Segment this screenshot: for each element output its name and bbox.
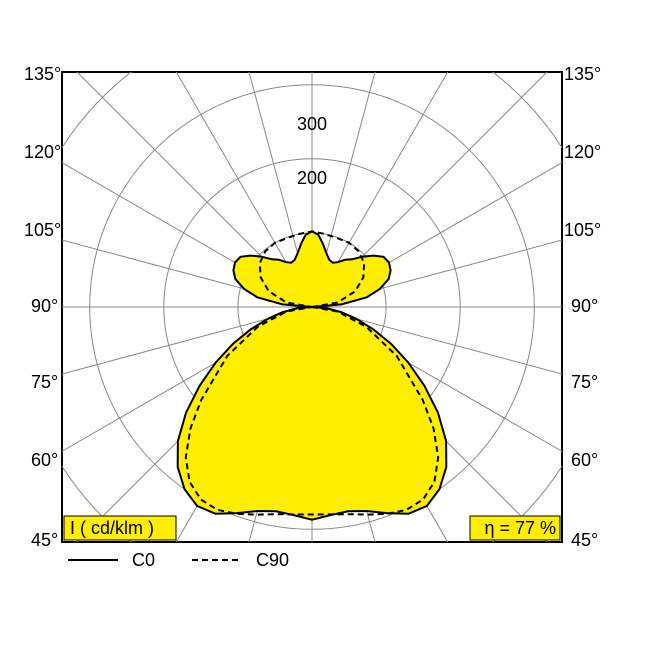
svg-text:90°: 90° [571,296,598,316]
svg-text:60°: 60° [571,450,598,470]
svg-text:60°: 60° [31,450,58,470]
polar-chart: 200 300 135° 120° 105° 90° 75° 60° 45° 135° 120°… [0,0,650,650]
legend: C0 C90 [68,550,289,570]
svg-text:135°: 135° [564,64,601,84]
svg-text:120°: 120° [24,142,61,162]
svg-text:75°: 75° [31,372,58,392]
svg-text:135°: 135° [24,64,61,84]
svg-text:200: 200 [297,168,327,188]
svg-text:90°: 90° [31,296,58,316]
svg-text:105°: 105° [24,220,61,240]
unit-label: I ( cd/klm ) [70,518,154,538]
svg-text:75°: 75° [571,372,598,392]
svg-text:C0: C0 [132,550,155,570]
angle-labels-right: 135° 120° 105° 90° 75° 60° 45° [564,64,601,550]
svg-text:300: 300 [297,114,327,134]
svg-text:105°: 105° [564,220,601,240]
svg-text:45°: 45° [31,530,58,550]
data-fill [178,231,447,519]
svg-text:C90: C90 [256,550,289,570]
efficiency-label: η = 77 % [484,518,556,538]
angle-labels-left: 135° 120° 105° 90° 75° 60° 45° [24,64,61,550]
svg-text:120°: 120° [564,142,601,162]
svg-text:45°: 45° [571,530,598,550]
